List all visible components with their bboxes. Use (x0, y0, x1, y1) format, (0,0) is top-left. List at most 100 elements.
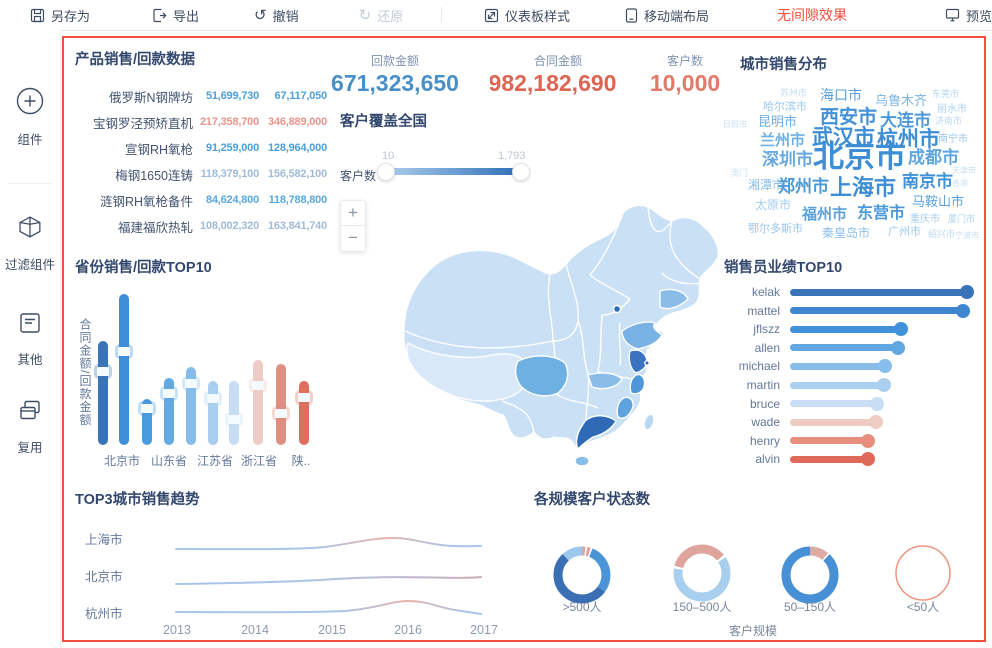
customer-count-slider-track[interactable] (385, 168, 520, 175)
wordcloud-city-word[interactable]: 昆明市 (758, 114, 798, 129)
undo-button[interactable]: ↺ 撤销 (254, 6, 299, 25)
donut-segment[interactable] (895, 545, 951, 601)
wordcloud-city-word[interactable]: 苏州市 (780, 88, 808, 98)
province-bar-marker[interactable] (252, 381, 264, 390)
donut-segment[interactable] (553, 546, 611, 604)
wordcloud-city-word[interactable]: 绍兴市 (928, 229, 956, 239)
panel-salesperson-top10[interactable]: 销售员业绩TOP10 kelak mattel jflszz allen michael… (724, 256, 986, 491)
panel-province-top10[interactable]: 省份销售/回款TOP10 合同金额/回款金额 北京市 山东省 江苏省 浙江省 陕.. (75, 256, 375, 476)
wordcloud-city-word[interactable]: 杭州市 (877, 128, 940, 151)
sidebar-item-filters[interactable]: 过滤组件 (0, 213, 60, 273)
province-bar[interactable] (299, 381, 309, 445)
salesperson-dot[interactable] (891, 340, 905, 355)
donut-segment[interactable] (673, 544, 731, 602)
redo-button[interactable]: ↻ 还原 (359, 6, 404, 25)
sidebar-item-components[interactable]: 组件 (0, 86, 60, 148)
salesperson-dot[interactable] (869, 415, 883, 430)
province-bar[interactable] (142, 399, 152, 445)
province-bar-marker[interactable] (207, 394, 219, 403)
salesperson-bar[interactable] (790, 362, 885, 370)
province-bar[interactable] (186, 367, 196, 445)
wordcloud-city-word[interactable]: 澳门 (730, 168, 749, 178)
gapless-effect-button[interactable]: 无间隙效果 (777, 5, 847, 25)
wordcloud-city-word[interactable]: 东营市 (857, 205, 906, 222)
wordcloud-city-word[interactable]: 宁波市 (955, 231, 979, 240)
donut-50–150人[interactable] (775, 540, 845, 610)
salesperson-bar[interactable] (790, 455, 868, 463)
wordcloud-city-word[interactable]: 成都市 (908, 148, 959, 167)
salesperson-dot[interactable] (861, 433, 875, 448)
wordcloud-city-word[interactable]: 上海市 (830, 175, 897, 200)
salesperson-dot[interactable] (861, 452, 875, 467)
wordcloud-city-word[interactable]: 兰州市 (760, 132, 806, 149)
dashboard-canvas[interactable]: 产品销售/回款数据 俄罗斯N钢牌坊 51,699,730 67,117,050 宝钢罗… (62, 36, 986, 642)
salesperson-bar[interactable] (790, 307, 963, 315)
donut-segment[interactable] (553, 546, 611, 604)
salesperson-bar[interactable] (790, 325, 901, 333)
wordcloud-city-word[interactable]: 丽水市 (937, 104, 967, 115)
product-table-row[interactable]: 梅钢1650连铸 118,379,100 156,582,100 (75, 161, 375, 187)
donut-segment[interactable] (781, 546, 839, 604)
wordcloud-city-word[interactable]: 鄂尔多斯市 (748, 223, 803, 235)
panel-city-trend[interactable]: TOP3城市销售趋势 (75, 488, 575, 638)
province-bar[interactable] (276, 364, 286, 445)
wordcloud-city-word[interactable]: 武汉市 (812, 126, 875, 149)
mobile-layout-button[interactable]: 移动端布局 (625, 6, 709, 25)
salesperson-bar[interactable] (790, 437, 868, 445)
province-bar-marker[interactable] (141, 404, 153, 413)
wordcloud-city-word[interactable]: 福州市 (802, 206, 848, 223)
wordcloud-city-word[interactable]: 乌鲁木齐 (875, 93, 928, 108)
wordcloud-city-word[interactable]: 北京市 (813, 139, 906, 174)
donut-150–500人[interactable] (667, 538, 737, 608)
donut->500人[interactable] (547, 540, 617, 610)
salesperson-bar[interactable] (790, 288, 967, 296)
wordcloud-city-word[interactable]: 南京市 (902, 172, 953, 191)
province-bar-marker[interactable] (228, 415, 240, 424)
product-table-row[interactable]: 涟钢RH氧枪备件 84,624,800 118,788,800 (75, 187, 375, 213)
province-bar[interactable] (98, 341, 108, 445)
province-bar-marker[interactable] (163, 389, 175, 398)
wordcloud-city-word[interactable]: 秦皇岛市 (822, 226, 871, 240)
salesperson-bar[interactable] (790, 344, 898, 352)
slider-handle-max[interactable] (512, 163, 530, 181)
salesperson-dot[interactable] (870, 396, 884, 411)
salesperson-dot[interactable] (878, 359, 892, 374)
donut-segment[interactable] (673, 544, 731, 602)
kpi-customer-count[interactable]: 客户数 10,000 (639, 52, 731, 97)
wordcloud-city-word[interactable]: 日照市 (723, 120, 747, 129)
wordcloud-city-word[interactable]: 大连市 (880, 111, 931, 130)
salesperson-dot[interactable] (877, 378, 891, 392)
wordcloud-city-word[interactable]: 广州市 (888, 226, 921, 238)
preview-button[interactable]: 预览 (945, 6, 992, 25)
salesperson-bar[interactable] (790, 381, 884, 389)
map-zoom-in-button[interactable]: + (340, 200, 366, 226)
donut-segment[interactable] (553, 546, 611, 604)
province-bar-marker[interactable] (298, 393, 310, 402)
wordcloud-city-word[interactable]: 深圳市 (762, 150, 813, 169)
salesperson-dot[interactable] (956, 303, 970, 318)
province-bar[interactable] (253, 360, 263, 445)
product-table-row[interactable]: 宝钢罗泾预矫直机 217,358,700 346,889,000 (75, 109, 375, 135)
wordcloud-city-word[interactable]: 济南市 (935, 116, 963, 126)
wordcloud-city-word[interactable]: 太原市 (755, 198, 792, 212)
province-bar[interactable] (208, 381, 218, 445)
wordcloud-city-word[interactable]: 南宁市 (938, 134, 968, 145)
wordcloud-city-word[interactable]: 哈尔滨市 (763, 101, 807, 113)
wordcloud-city-word[interactable]: 马鞍山市 (912, 194, 965, 209)
province-bar[interactable] (119, 294, 129, 445)
product-table-row[interactable]: 俄罗斯N钢牌坊 51,699,730 67,117,050 (75, 83, 375, 109)
product-table-row[interactable]: 宣钢RH氧枪 91,259,000 128,964,000 (75, 135, 375, 161)
kpi-contract-amount[interactable]: 合同金额 982,182,690 (490, 52, 626, 97)
wordcloud-city-word[interactable]: 东莞市 (932, 89, 960, 99)
wordcloud-city-word[interactable]: 天津市 (952, 166, 976, 175)
province-bar-marker[interactable] (275, 409, 287, 418)
wordcloud-city-word[interactable]: 海口市 (820, 87, 862, 103)
dashboard-style-button[interactable]: 仪表板样式 (484, 6, 570, 25)
slider-handle-min[interactable] (377, 163, 395, 181)
province-bar-marker[interactable] (97, 367, 109, 376)
salesperson-bar[interactable] (790, 400, 877, 408)
wordcloud-city-word[interactable]: 重庆市 (910, 214, 940, 225)
province-bar[interactable] (229, 381, 239, 445)
panel-map[interactable]: 客户覆盖全国 10 1,793 客户数 + − (340, 110, 750, 490)
wordcloud-city-word[interactable]: 郑州市 (778, 177, 829, 196)
